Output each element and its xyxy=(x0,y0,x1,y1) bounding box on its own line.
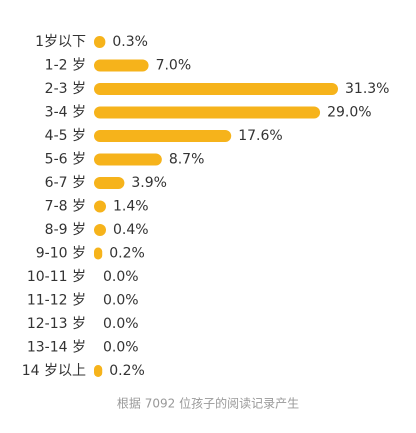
bar xyxy=(94,83,338,95)
bar xyxy=(94,177,125,189)
category-label: 10-11 岁 xyxy=(27,269,86,285)
value-label: 0.0% xyxy=(103,316,139,332)
bar xyxy=(94,130,232,142)
bar xyxy=(94,247,103,260)
value-label: 29.0% xyxy=(327,105,371,121)
category-label: 1-2 岁 xyxy=(45,58,86,74)
category-label: 12-13 岁 xyxy=(27,316,86,332)
category-label: 2-3 岁 xyxy=(45,81,86,97)
bar xyxy=(94,224,106,236)
value-label: 0.0% xyxy=(103,293,139,309)
category-label: 11-12 岁 xyxy=(27,293,86,309)
category-label: 5-6 岁 xyxy=(45,152,86,168)
category-label: 13-14 岁 xyxy=(27,340,86,356)
value-label: 17.6% xyxy=(238,128,282,144)
bar xyxy=(94,106,321,119)
value-label: 8.7% xyxy=(169,152,205,168)
value-label: 31.3% xyxy=(345,81,389,97)
category-label: 3-4 岁 xyxy=(45,105,86,121)
value-label: 1.4% xyxy=(113,199,149,215)
footnote: 根据 7092 位孩子的阅读记录产生 xyxy=(117,396,299,411)
value-label: 0.2% xyxy=(109,246,145,262)
bar xyxy=(94,59,149,72)
category-label: 9-10 岁 xyxy=(36,246,86,262)
category-label: 4-5 岁 xyxy=(45,128,86,144)
category-label: 7-8 岁 xyxy=(45,199,86,215)
bar xyxy=(94,200,106,213)
category-label: 14 岁以上 xyxy=(22,363,86,379)
bar xyxy=(94,36,106,48)
value-label: 0.4% xyxy=(113,222,149,238)
value-label: 0.2% xyxy=(109,363,145,379)
category-label: 8-9 岁 xyxy=(45,222,86,238)
value-label: 0.3% xyxy=(112,34,148,50)
bar xyxy=(94,365,103,377)
value-label: 3.9% xyxy=(131,175,167,191)
category-label: 1岁以下 xyxy=(35,34,86,50)
category-label: 6-7 岁 xyxy=(45,175,86,191)
value-label: 0.0% xyxy=(103,340,139,356)
value-label: 7.0% xyxy=(156,58,192,74)
bar xyxy=(94,153,162,166)
value-label: 0.0% xyxy=(103,269,139,285)
